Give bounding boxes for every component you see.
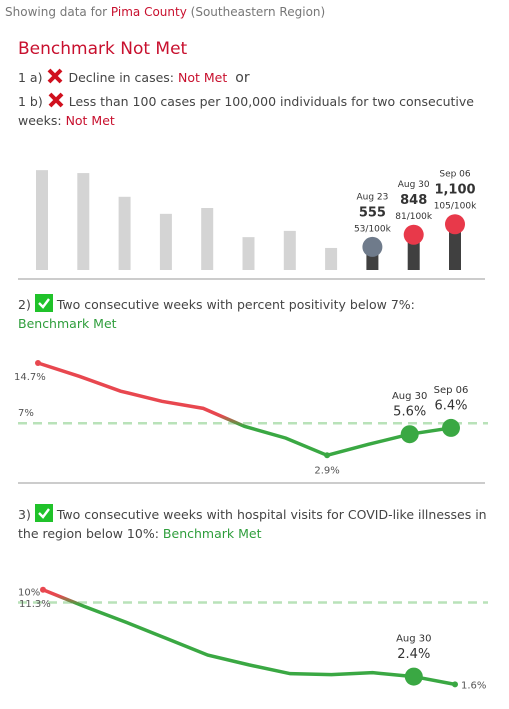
criterion: 3) Two consecutive weeks with hospital vi… (18, 504, 488, 543)
region: (Southeastern Region) (190, 5, 326, 19)
value-label: 1.6% (461, 680, 486, 691)
header-prefix: Showing data for (5, 5, 108, 19)
date-label: Sep 06 (434, 385, 469, 396)
criterion-result: Not Met (178, 70, 228, 85)
value-label: 2.9% (314, 465, 339, 476)
point (452, 681, 458, 688)
line (42, 588, 456, 687)
point (35, 359, 41, 366)
x-icon (48, 68, 63, 84)
criterion: 1 a) Decline in cases: Not Met or (18, 67, 488, 88)
criterion-number: 1 a) (18, 70, 43, 85)
criterion-text: Two consecutive weeks with hospital visi… (18, 507, 487, 541)
bar-cap (445, 214, 465, 235)
reference-label: 7% (18, 408, 34, 419)
rate-label: 81/100k (395, 212, 433, 222)
bar (449, 224, 461, 270)
bar (201, 208, 214, 270)
date-label: Aug 30 (398, 180, 430, 190)
criterion-text: Less than 100 cases per 100,000 individu… (18, 94, 474, 128)
date-label: Aug 30 (396, 634, 431, 645)
date-label: Aug 30 (392, 391, 427, 402)
value-label: 2.4% (397, 647, 430, 662)
criterion-result: Not Met (65, 113, 115, 128)
bar-cap (403, 224, 424, 245)
value-label: 14.7% (14, 372, 46, 383)
criterion-result: Benchmark Met (162, 526, 262, 541)
value-label: 11.3% (19, 599, 51, 610)
value-label: 1,100 (434, 183, 475, 198)
point (324, 452, 331, 459)
point (404, 667, 423, 686)
rate-label: 105/100k (434, 202, 477, 212)
bar (159, 213, 172, 270)
bar (36, 170, 48, 270)
rate-label: 53/100k (354, 224, 392, 234)
check-icon (34, 294, 53, 312)
criterion: 1 b) Less than 100 cases per 100,000 indi… (18, 91, 488, 130)
check-icon (34, 504, 53, 522)
date-label: Sep 06 (439, 170, 471, 180)
connector: or (235, 70, 250, 86)
criterion-result: Benchmark Met (18, 316, 117, 331)
bar (242, 237, 255, 270)
date-label: Aug 23 (356, 192, 388, 202)
criterion-text: Decline in cases: (68, 70, 175, 85)
value-label: 848 (400, 193, 427, 208)
point (40, 586, 46, 593)
value-label: 5.6% (393, 405, 426, 420)
value-label: 555 (359, 205, 386, 220)
value-label: 6.4% (434, 398, 467, 413)
criterion-number: 2) (18, 297, 31, 312)
header: Showing data for Pima County (Southeaste… (5, 3, 475, 22)
point (442, 418, 460, 437)
bar-cap (362, 236, 383, 257)
line (37, 361, 452, 458)
county: Pima County (110, 5, 187, 19)
criterion-number: 3) (18, 507, 31, 522)
point (400, 425, 419, 444)
x-icon (48, 92, 64, 108)
bar (118, 196, 131, 270)
criterion-number: 1 b) (18, 94, 43, 109)
bar (283, 230, 296, 270)
criterion: 2) Two consecutive weeks with percent pos… (18, 294, 488, 333)
criterion-text: Two consecutive weeks with percent posit… (56, 297, 415, 312)
status: Benchmark Not Met (18, 39, 188, 59)
reference-label: 10% (18, 587, 40, 598)
bar (325, 247, 338, 270)
bar (77, 173, 90, 270)
